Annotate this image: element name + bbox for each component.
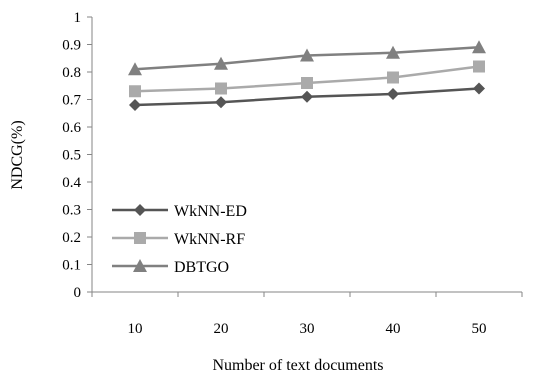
series-dbtgo [128, 40, 486, 76]
legend-marker-square [134, 232, 146, 244]
x-tick-label: 30 [300, 321, 315, 337]
legend-item: WkNN-RF [112, 231, 245, 248]
y-tick-label: 0.7 [62, 93, 81, 109]
y-axis: 0 0.1 0.2 0.3 0.4 0.5 0.6 0.7 0.8 0.9 1 [62, 10, 93, 301]
data-point [214, 56, 228, 70]
series-wknn-ed [129, 82, 485, 111]
data-point [301, 90, 313, 103]
series-layer [128, 40, 486, 111]
data-point [473, 82, 485, 95]
data-point [128, 62, 142, 76]
data-point [472, 40, 486, 54]
legend-marker-diamond [134, 204, 146, 216]
data-point [301, 77, 313, 89]
legend-label: WkNN-RF [174, 231, 245, 248]
x-tick-label: 50 [472, 321, 487, 337]
data-point [129, 85, 141, 98]
data-point [215, 96, 227, 109]
x-tick-label: 40 [386, 321, 401, 337]
y-tick-label: 0.3 [62, 203, 81, 219]
y-tick-label: 1 [74, 10, 82, 26]
data-point [387, 88, 399, 100]
y-tick-label: 0.4 [62, 175, 81, 191]
data-point [215, 82, 227, 95]
x-axis-title: Number of text documents [212, 357, 383, 374]
legend-label: DBTGO [174, 259, 229, 276]
data-point [473, 60, 485, 73]
data-point [386, 45, 400, 59]
data-point [129, 99, 141, 111]
legend-item: DBTGO [112, 259, 229, 276]
y-tick-label: 0 [74, 285, 82, 301]
data-point [387, 71, 399, 84]
x-tick-label: 20 [214, 321, 229, 337]
data-point [300, 48, 314, 62]
legend-label: WkNN-ED [174, 203, 247, 220]
y-tick-label: 0.6 [62, 120, 81, 136]
series-wknn-rf [129, 60, 485, 98]
x-axis: 10 20 30 40 50 [91, 291, 523, 337]
legend-item: WkNN-ED [112, 203, 247, 220]
x-tick-label: 10 [128, 321, 143, 337]
y-tick-label: 0.8 [62, 65, 81, 81]
y-tick-label: 0.2 [62, 230, 81, 246]
y-axis-title: NDCG(%) [9, 120, 26, 189]
y-tick-label: 0.9 [62, 38, 81, 54]
y-tick-label: 0.5 [62, 148, 81, 164]
legend: WkNN-ED WkNN-RF DBTGO [112, 203, 247, 276]
y-tick-label: 0.1 [62, 258, 81, 274]
legend-marker-triangle [133, 259, 147, 272]
